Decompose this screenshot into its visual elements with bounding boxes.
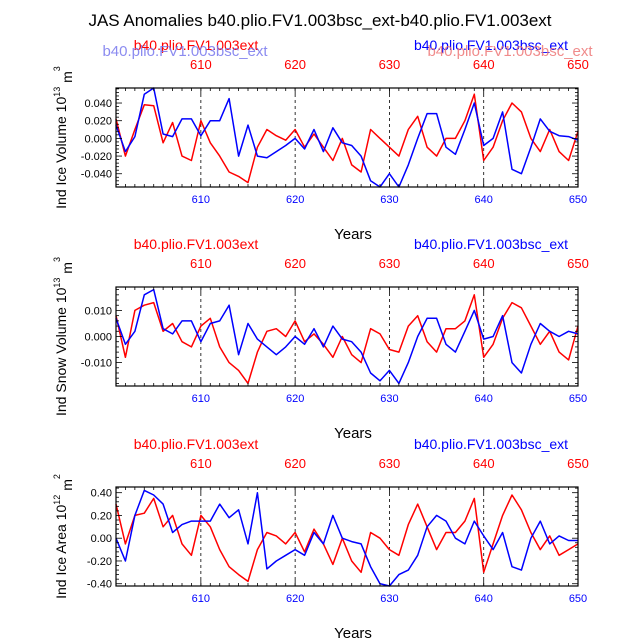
x-tick-label-bottom: 610	[192, 194, 210, 206]
x-tick-label-top: 650	[567, 456, 589, 471]
x-tick-label-bottom: 650	[569, 393, 587, 405]
series-line-bsc-ext	[115, 288, 579, 385]
y-tick-label: 0.40	[91, 488, 112, 500]
x-tick-label-top: 640	[473, 456, 495, 471]
y-tick-label: 0.000	[84, 133, 112, 145]
y-tick-label: 0.040	[84, 98, 112, 110]
y-axis-title-part: 3	[52, 66, 62, 71]
y-axis-title-part: 13	[52, 278, 62, 288]
x-axis-title: Years	[334, 625, 372, 639]
x-tick-label-bottom: 610	[192, 593, 210, 605]
right-series-label: b40.plio.FV1.003bsc_ext	[414, 436, 568, 452]
x-tick-label-bottom: 650	[569, 194, 587, 206]
y-tick-label: 0.020	[84, 116, 112, 128]
x-tick-label-bottom: 630	[380, 593, 398, 605]
plot-frame	[115, 87, 579, 188]
y-tick-label: -0.020	[81, 151, 112, 163]
y-tick-label: 0.00	[91, 533, 112, 545]
x-tick-label-top: 620	[284, 57, 306, 72]
right-series-label: b40.plio.FV1.003bsc_ext	[414, 37, 568, 53]
figure-title: JAS Anomalies b40.plio.FV1.003bsc_ext-b4…	[88, 11, 551, 30]
series-line-ext	[115, 494, 579, 583]
y-axis-title-part: m	[59, 262, 75, 278]
y-tick-label: -0.20	[87, 556, 112, 568]
panel-ice-area: -0.40 -0.20 0.00 0.20 0.40 610 610 620 620 630 630…	[52, 436, 589, 639]
panels-group: -0.040 -0.020 0.000 0.020 0.040 610 610 620 620 6…	[52, 37, 593, 639]
x-tick-label-bottom: 620	[286, 593, 304, 605]
plot-frame	[115, 486, 579, 587]
x-tick-label-top: 610	[190, 57, 212, 72]
left-series-label: b40.plio.FV1.003ext	[134, 436, 259, 452]
x-axis-title: Years	[334, 425, 372, 442]
x-tick-label-top: 640	[473, 256, 495, 271]
overlay-label-left: b40.plio.FV1.003bsc_ext	[102, 43, 268, 60]
x-tick-label-top: 630	[379, 57, 401, 72]
y-tick-label: -0.010	[81, 358, 112, 370]
x-tick-label-top: 610	[190, 456, 212, 471]
series-line-bsc-ext	[115, 489, 578, 587]
y-axis-title-part: m	[59, 71, 75, 87]
y-axis-title-part: Ind Ice Volume 10	[53, 97, 69, 209]
y-tick-label: 0.20	[91, 510, 112, 522]
x-tick-label-bottom: 630	[380, 194, 398, 206]
panel-ice-volume: -0.040 -0.020 0.000 0.020 0.040 610 610 620 620 6…	[52, 37, 589, 243]
right-series-label: b40.plio.FV1.003bsc_ext	[414, 236, 568, 252]
x-tick-label-top: 630	[379, 456, 401, 471]
x-tick-label-top: 620	[284, 456, 306, 471]
x-tick-label-top: 650	[567, 256, 589, 271]
x-tick-label-top: 650	[567, 57, 589, 72]
panel-snow-volume: -0.010 0.000 0.010 610 610 620 620 630 630 640 640…	[52, 236, 589, 442]
series-line-ext	[115, 93, 579, 184]
x-tick-label-bottom: 640	[475, 593, 493, 605]
x-tick-label-bottom: 630	[380, 393, 398, 405]
y-axis-title: Ind Ice Volume 1013 m3	[52, 66, 75, 209]
y-tick-label: 0.000	[84, 332, 112, 344]
x-tick-label-bottom: 640	[475, 393, 493, 405]
y-axis-title-part: 12	[52, 495, 62, 505]
x-tick-label-bottom: 620	[286, 393, 304, 405]
y-axis-title-part: 3	[52, 257, 62, 262]
x-tick-label-bottom: 620	[286, 194, 304, 206]
x-tick-label-bottom: 610	[192, 393, 210, 405]
left-series-label: b40.plio.FV1.003ext	[134, 37, 259, 53]
left-series-label: b40.plio.FV1.003ext	[134, 236, 259, 252]
x-tick-label-top: 640	[473, 57, 495, 72]
x-tick-label-top: 620	[284, 256, 306, 271]
x-axis-title: Years	[334, 226, 372, 243]
y-axis-title-part: m	[59, 479, 75, 495]
y-axis-title-part: Ind Ice Area 10	[53, 504, 69, 598]
x-tick-label-top: 610	[190, 256, 212, 271]
y-axis-title-part: Ind Snow Volume 10	[53, 287, 69, 416]
y-tick-label: -0.40	[87, 579, 112, 591]
overlay-label-right: b40.plio.FV1.003bsc_ext	[427, 43, 593, 60]
y-axis-title-part: 13	[52, 87, 62, 97]
x-tick-label-bottom: 650	[569, 593, 587, 605]
y-axis-title-part: 2	[52, 474, 62, 479]
x-tick-label-bottom: 640	[475, 194, 493, 206]
plot-frame	[115, 286, 579, 387]
y-tick-label: -0.040	[81, 169, 112, 181]
y-axis-title: Ind Snow Volume 1013 m3	[52, 257, 75, 416]
series-line-ext	[115, 294, 579, 385]
x-tick-label-top: 630	[379, 256, 401, 271]
y-tick-label: 0.010	[84, 305, 112, 317]
y-axis-title: Ind Ice Area 1012 m2	[52, 474, 75, 599]
series-line-bsc-ext	[115, 87, 579, 188]
